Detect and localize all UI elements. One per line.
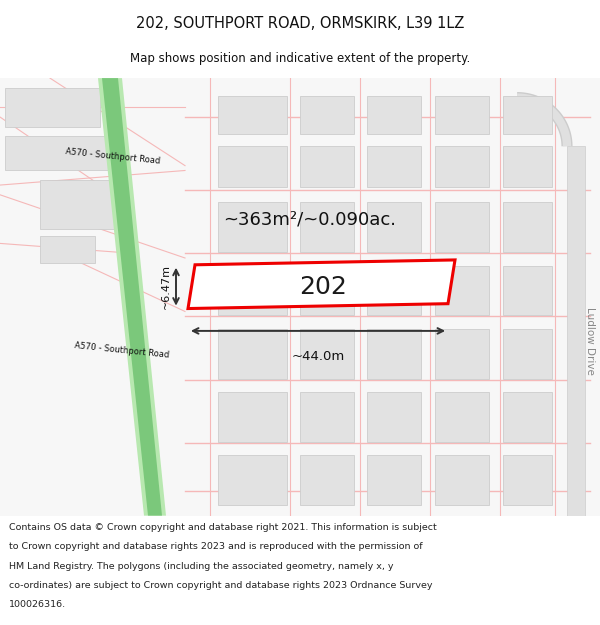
Polygon shape (188, 260, 455, 309)
Text: to Crown copyright and database rights 2023 and is reproduced with the permissio: to Crown copyright and database rights 2… (9, 542, 422, 551)
Text: Contains OS data © Crown copyright and database right 2021. This information is : Contains OS data © Crown copyright and d… (9, 523, 437, 532)
Bar (300, 456, 354, 505)
Bar (367, 456, 421, 505)
Bar (218, 202, 287, 252)
Text: ~363m²/~0.090ac.: ~363m²/~0.090ac. (223, 210, 397, 228)
Bar (435, 266, 489, 316)
Bar (503, 392, 552, 442)
Bar (300, 96, 354, 134)
Bar (367, 392, 421, 442)
Text: Map shows position and indicative extent of the property.: Map shows position and indicative extent… (130, 52, 470, 65)
Bar (367, 266, 421, 316)
Bar (5, 136, 125, 171)
Bar (218, 146, 287, 187)
Bar (300, 329, 354, 379)
Bar (503, 146, 552, 187)
Bar (40, 236, 95, 263)
Polygon shape (102, 78, 162, 516)
Text: Ludlow Drive: Ludlow Drive (585, 307, 595, 374)
Bar (435, 202, 489, 252)
Bar (300, 266, 354, 316)
Bar (367, 329, 421, 379)
Text: 202: 202 (299, 274, 347, 299)
Bar (218, 392, 287, 442)
Bar (503, 96, 552, 134)
Text: co-ordinates) are subject to Crown copyright and database rights 2023 Ordnance S: co-ordinates) are subject to Crown copyr… (9, 581, 433, 590)
Bar (367, 202, 421, 252)
Bar (218, 329, 287, 379)
Text: A570 - Southport Road: A570 - Southport Road (74, 341, 170, 359)
Text: HM Land Registry. The polygons (including the associated geometry, namely x, y: HM Land Registry. The polygons (includin… (9, 561, 394, 571)
Bar (218, 96, 287, 134)
Bar (503, 202, 552, 252)
Bar (300, 202, 354, 252)
Bar (367, 96, 421, 134)
Bar (5, 88, 100, 127)
Bar (218, 266, 287, 316)
Bar (435, 96, 489, 134)
Bar (503, 456, 552, 505)
Bar (435, 392, 489, 442)
Bar (435, 456, 489, 505)
Bar (567, 146, 585, 516)
Bar (503, 266, 552, 316)
Bar (300, 146, 354, 187)
Bar (367, 146, 421, 187)
Bar (218, 456, 287, 505)
Text: 202, SOUTHPORT ROAD, ORMSKIRK, L39 1LZ: 202, SOUTHPORT ROAD, ORMSKIRK, L39 1LZ (136, 16, 464, 31)
Text: 100026316.: 100026316. (9, 600, 66, 609)
Bar (435, 329, 489, 379)
Text: ~44.0m: ~44.0m (292, 351, 344, 363)
Bar (40, 180, 125, 229)
Bar (300, 392, 354, 442)
Text: A570 - Southport Road: A570 - Southport Road (65, 147, 161, 165)
Bar (503, 329, 552, 379)
Bar (435, 146, 489, 187)
Text: ~6.47m: ~6.47m (161, 264, 171, 309)
Polygon shape (98, 78, 166, 516)
